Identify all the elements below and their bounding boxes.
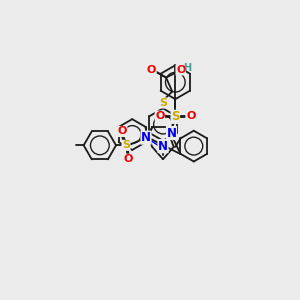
Text: N: N	[158, 140, 168, 153]
Text: S: S	[122, 140, 130, 150]
Text: O: O	[118, 127, 127, 136]
Text: H: H	[183, 63, 191, 73]
Text: S: S	[159, 98, 167, 108]
Text: S: S	[171, 110, 180, 123]
Text: O: O	[186, 111, 195, 121]
Text: O: O	[147, 65, 156, 75]
Text: N: N	[167, 127, 176, 140]
Text: N: N	[141, 131, 151, 144]
Text: O: O	[124, 154, 133, 164]
Text: O: O	[155, 111, 165, 121]
Text: O: O	[176, 65, 185, 75]
